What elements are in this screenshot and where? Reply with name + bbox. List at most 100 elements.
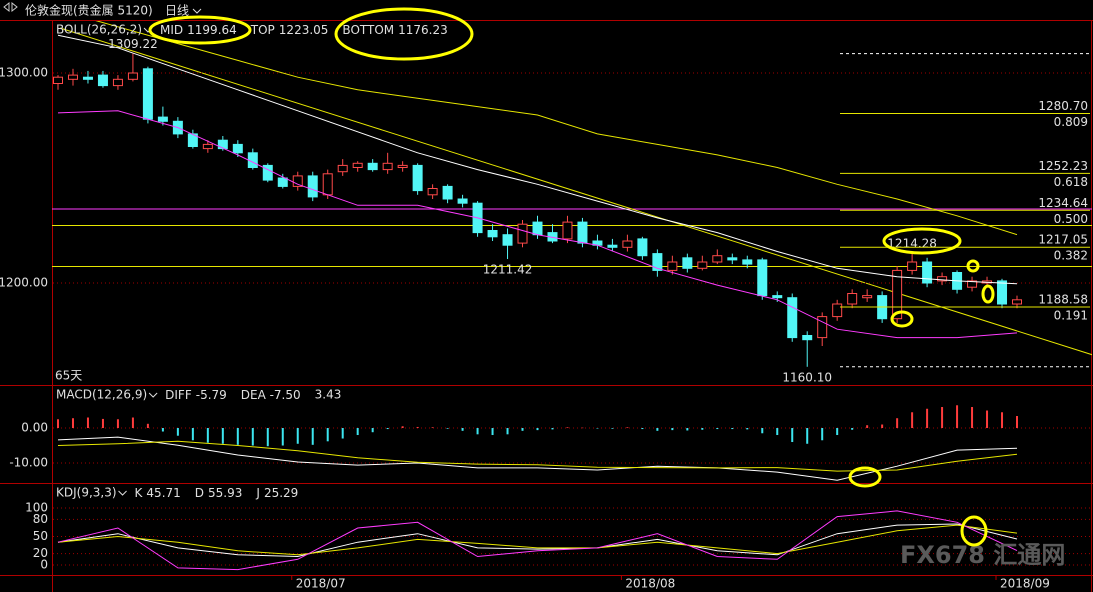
header: 伦敦金现(贵金属 5120) 日线	[3, 1, 202, 18]
candle-body	[202, 143, 213, 150]
fib-price: 1252.23	[1038, 159, 1088, 173]
candle-body	[817, 316, 828, 339]
candle-body	[607, 244, 618, 248]
fib-price: 1280.70	[1038, 99, 1088, 113]
candle-body	[742, 259, 753, 265]
macd-bar	[581, 427, 584, 429]
highlights	[148, 7, 995, 547]
legend-entry: DIFF -5.79	[165, 388, 227, 402]
candle-body	[772, 295, 783, 299]
macd-bar	[941, 407, 944, 429]
macd-bar	[911, 412, 914, 429]
period[interactable]: 日线	[165, 4, 189, 18]
candle-body	[997, 280, 1008, 305]
fib-ratio: 0.382	[1054, 249, 1088, 263]
fib-price: 1188.58	[1038, 292, 1088, 306]
low-annotation: 1160.10	[782, 370, 832, 384]
y-tick-label: -10.00	[9, 456, 48, 470]
macd-bar	[206, 428, 209, 443]
y-tick-label: 50	[33, 529, 48, 543]
legend-entry: BOTTOM 1176.23	[342, 23, 447, 37]
candle-body	[82, 76, 93, 80]
indicator-line	[57, 436, 1018, 481]
highlight	[882, 227, 962, 255]
macd-bar	[761, 428, 764, 434]
macd-bar	[476, 428, 479, 435]
candle-body	[412, 164, 423, 192]
legend-entry: K 45.71	[135, 486, 181, 500]
y-tick-label: 0.00	[21, 421, 48, 435]
candle-body	[637, 238, 648, 257]
macd-bar	[371, 428, 374, 433]
macd-bar	[641, 428, 644, 430]
macd-bar	[971, 407, 974, 429]
candle-body	[67, 74, 78, 80]
macd-bar	[986, 410, 989, 429]
candle-body	[802, 335, 813, 341]
next-arrow[interactable]	[11, 1, 18, 13]
candle-body	[307, 175, 318, 198]
macd-bar	[866, 425, 869, 429]
macd-bar	[626, 427, 629, 429]
candle-body	[502, 234, 513, 246]
indicator-line	[57, 440, 1018, 472]
panel	[53, 405, 1091, 481]
candle-body	[157, 116, 168, 122]
macd-bar	[101, 418, 104, 429]
candle-body	[427, 188, 438, 196]
indicator-dropdown	[148, 392, 158, 398]
macd-bar	[281, 428, 284, 446]
fib-ratio: 0.618	[1054, 175, 1088, 189]
legend-value: 45.71	[146, 486, 180, 500]
macd-bar	[446, 428, 449, 429]
candle-body	[112, 78, 123, 87]
indicator-title: KDJ(9,3,3)	[56, 486, 117, 500]
prev-arrow[interactable]	[3, 1, 10, 13]
highlight	[848, 466, 882, 488]
highlight	[334, 7, 474, 61]
macd-bar	[536, 428, 539, 431]
candle-body	[97, 74, 108, 87]
candle-body	[127, 72, 138, 80]
legend-value: 3.43	[315, 388, 342, 402]
candle-body	[532, 221, 543, 236]
indicator-line	[57, 524, 1018, 556]
highlight	[981, 284, 995, 304]
candle-body	[667, 261, 678, 271]
candle-body	[382, 162, 393, 171]
instrument-title[interactable]: 伦敦金现(贵金属 5120)	[25, 3, 153, 18]
macd-bar	[71, 418, 74, 429]
macd-bar	[57, 419, 59, 429]
candle-body	[907, 261, 918, 271]
candle-body	[1012, 299, 1022, 305]
candle-body	[712, 255, 723, 263]
legend-name: DIFF	[165, 388, 192, 402]
indicator-line	[57, 34, 1018, 285]
macd-bar	[266, 428, 269, 447]
drawn-trendline[interactable]	[59, 27, 1093, 356]
highlight	[890, 310, 914, 328]
macd-bar	[491, 428, 494, 436]
macd-bar	[131, 417, 134, 429]
candle-body	[892, 269, 903, 320]
legend-value: -7.50	[270, 388, 301, 402]
legend-name: MID	[160, 23, 183, 37]
panel	[53, 21, 1091, 367]
candle-body	[967, 280, 978, 288]
period-dropdown[interactable]	[192, 8, 202, 14]
macd-bar	[776, 428, 779, 436]
plot: 2018/07 2018/08 2018/09 1200.00 1300.00 1309.…	[0, 21, 1091, 591]
candle-body	[217, 139, 228, 150]
macd-bar	[506, 428, 509, 435]
macd-bar	[1016, 416, 1018, 429]
legend-name: D	[195, 486, 204, 500]
macd-bar	[611, 428, 614, 429]
y-tick-label: 1200.00	[0, 276, 48, 290]
candle-body	[262, 164, 273, 181]
candle-body	[232, 143, 243, 154]
highlight	[960, 515, 988, 547]
macd-bar	[461, 428, 464, 431]
y-tick-label: 20	[33, 546, 48, 560]
macd-bar	[566, 427, 569, 429]
